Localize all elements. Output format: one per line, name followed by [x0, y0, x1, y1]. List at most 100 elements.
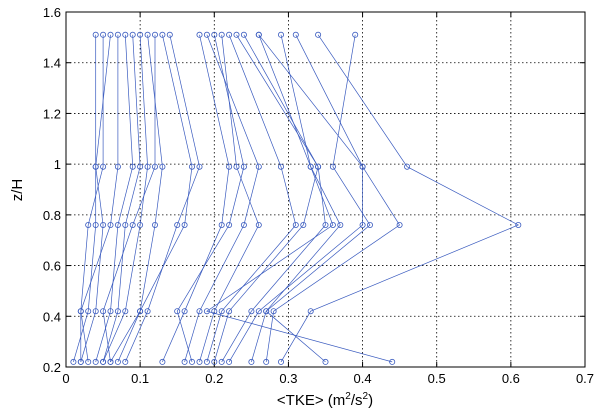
data-point — [114, 31, 121, 38]
data-point — [85, 308, 92, 315]
series-line — [80, 34, 104, 362]
data-point — [100, 163, 107, 170]
y-tick-labels: 0.2 0.4 0.6 0.8 1 1.2 1.4 1.6 — [43, 5, 61, 375]
data-point — [352, 31, 359, 38]
data-point — [233, 163, 240, 170]
data-point — [92, 31, 99, 38]
data-point — [122, 358, 129, 365]
data-point — [240, 163, 247, 170]
series-line — [228, 34, 363, 363]
data-point — [188, 163, 195, 170]
y-tick-label: 1 — [54, 157, 61, 172]
series-line — [213, 34, 319, 362]
series-line — [110, 34, 163, 363]
data-point — [107, 31, 114, 38]
series-line — [206, 34, 393, 363]
data-point — [329, 221, 336, 228]
y-tick-label: 0.4 — [43, 309, 61, 324]
series-line — [184, 34, 260, 362]
data-point — [174, 221, 181, 228]
data-point — [137, 163, 144, 170]
data-point — [315, 163, 322, 170]
data-point — [218, 221, 225, 228]
data-point — [396, 221, 403, 228]
series-line — [117, 34, 193, 363]
x-tick-label: 0.3 — [279, 371, 297, 386]
series-line — [265, 34, 371, 363]
data-point — [77, 308, 84, 315]
data-point — [151, 163, 158, 170]
data-point — [226, 358, 233, 365]
data-point — [137, 221, 144, 228]
x-tick-label: 0.7 — [576, 371, 594, 386]
data-point — [100, 358, 107, 365]
data-point — [107, 221, 114, 228]
y-tick-label: 1.6 — [43, 5, 61, 20]
y-tick-label: 0.8 — [43, 208, 61, 223]
data-point — [144, 308, 151, 315]
data-point — [337, 221, 344, 228]
data-point — [322, 221, 329, 228]
data-point — [218, 358, 225, 365]
data-point — [203, 308, 210, 315]
data-point — [100, 31, 107, 38]
data-point — [263, 358, 270, 365]
data-point — [137, 31, 144, 38]
data-point — [144, 163, 151, 170]
data-point — [174, 308, 181, 315]
data-point — [181, 358, 188, 365]
series-line — [102, 34, 141, 362]
data-point — [404, 163, 411, 170]
data-point — [359, 163, 366, 170]
data-point — [307, 163, 314, 170]
data-point — [159, 31, 166, 38]
data-point — [151, 31, 158, 38]
x-tick-label: 0 — [62, 371, 69, 386]
data-point — [114, 308, 121, 315]
y-tick-label: 1.4 — [43, 56, 61, 71]
data-point — [322, 358, 329, 365]
series-line — [80, 34, 119, 362]
data-point — [389, 358, 396, 365]
data-point — [85, 221, 92, 228]
plot-frame — [65, 11, 586, 368]
data-point — [277, 163, 284, 170]
data-point — [100, 308, 107, 315]
data-point — [277, 31, 284, 38]
data-point — [366, 221, 373, 228]
data-point — [292, 31, 299, 38]
x-axis-label: <TKE> (m2/s2) — [277, 391, 373, 409]
data-point — [248, 308, 255, 315]
data-point — [359, 221, 366, 228]
data-point — [144, 31, 151, 38]
data-point — [218, 31, 225, 38]
data-point — [203, 31, 210, 38]
data-point — [159, 358, 166, 365]
data-point — [114, 221, 121, 228]
data-point — [107, 358, 114, 365]
series-line — [102, 34, 156, 362]
series-line — [102, 34, 148, 363]
data-point — [85, 358, 92, 365]
data-point — [92, 308, 99, 315]
data-point — [196, 163, 203, 170]
data-point — [203, 358, 210, 365]
data-point — [307, 308, 314, 315]
data-point — [181, 221, 188, 228]
data-point — [211, 308, 218, 315]
data-point — [92, 221, 99, 228]
data-point — [240, 31, 247, 38]
data-point — [515, 221, 522, 228]
data-point — [218, 308, 225, 315]
data-point — [292, 221, 299, 228]
data-point — [92, 358, 99, 365]
series-line — [199, 34, 260, 362]
data-point — [329, 163, 336, 170]
x-tick-label: 0.1 — [131, 371, 149, 386]
data-point — [129, 163, 136, 170]
x-tick-label: 0.2 — [205, 371, 223, 386]
series-line — [124, 34, 200, 363]
data-point — [70, 358, 77, 365]
data-point — [92, 163, 99, 170]
